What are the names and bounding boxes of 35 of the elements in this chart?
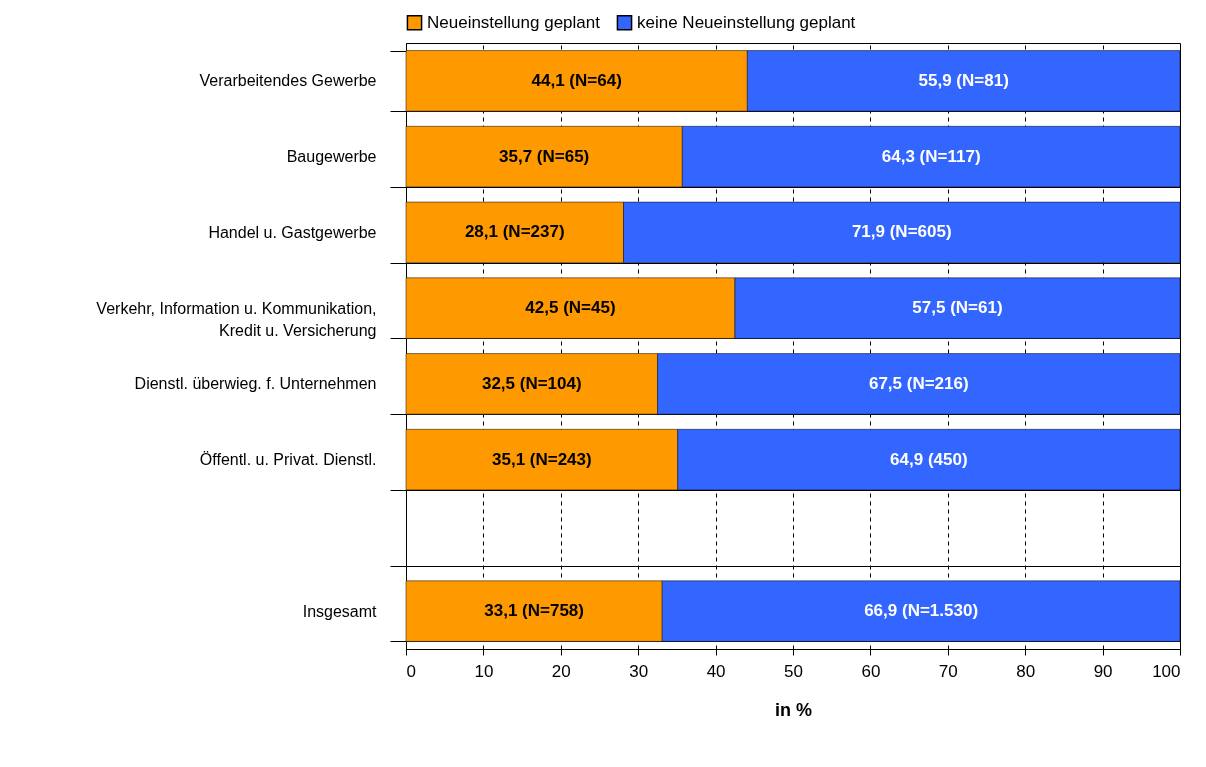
data-label: 66,9 (N=1.530) [864,601,979,621]
x-tick-label: 0 [406,661,416,681]
data-label: 28,1 (N=237) [464,222,565,242]
x-tick-label: 10 [474,661,494,681]
y-tick-label: Verarbeitendes Gewerbe [199,72,377,90]
data-label: 64,9 (450) [890,449,968,469]
legend-label: keine Neueinstellung geplant [637,12,856,32]
x-tick-label: 100 [1152,661,1181,681]
x-axis-title: in % [774,699,813,720]
x-tick-label: 90 [1093,661,1113,681]
data-label: 44,1 (N=64) [531,70,622,90]
data-label: 57,5 (N=61) [912,298,1003,318]
data-label: 35,7 (N=65) [499,146,590,166]
y-tick-label: Dienstl. überwieg. f. Unternehmen [134,375,377,393]
x-tick-label: 20 [551,661,571,681]
x-tick-label: 50 [784,661,803,681]
legend-label: Neueinstellung geplant [427,12,601,32]
y-tick-label: Insgesamt [302,602,378,620]
data-label: 55,9 (N=81) [918,70,1009,90]
y-tick-label: Handel u. Gastgewerbe [208,223,377,241]
x-tick-label: 30 [629,661,649,681]
x-tick-label: 70 [938,661,958,681]
y-tick-label: Verkehr, Information u. Kommunikation, Kredit u. Versicherung [96,299,377,339]
data-label: 35,1 (N=243) [491,449,592,469]
data-label: 64,3 (N=117) [881,146,981,166]
x-tick-label: 80 [1016,661,1036,681]
data-label: 33,1 (N=758) [484,601,584,621]
y-tick-label: Baugewerbe [286,148,377,166]
data-label: 71,9 (N=605) [851,222,952,242]
data-label: 67,5 (N=216) [868,373,969,393]
y-tick-label: Öffentl. u. Privat. Dienstl. [199,451,377,469]
x-tick-label: 40 [706,661,726,681]
data-label: 32,5 (N=104) [481,373,582,393]
data-label: 42,5 (N=45) [525,298,616,318]
x-tick-label: 60 [861,661,881,681]
